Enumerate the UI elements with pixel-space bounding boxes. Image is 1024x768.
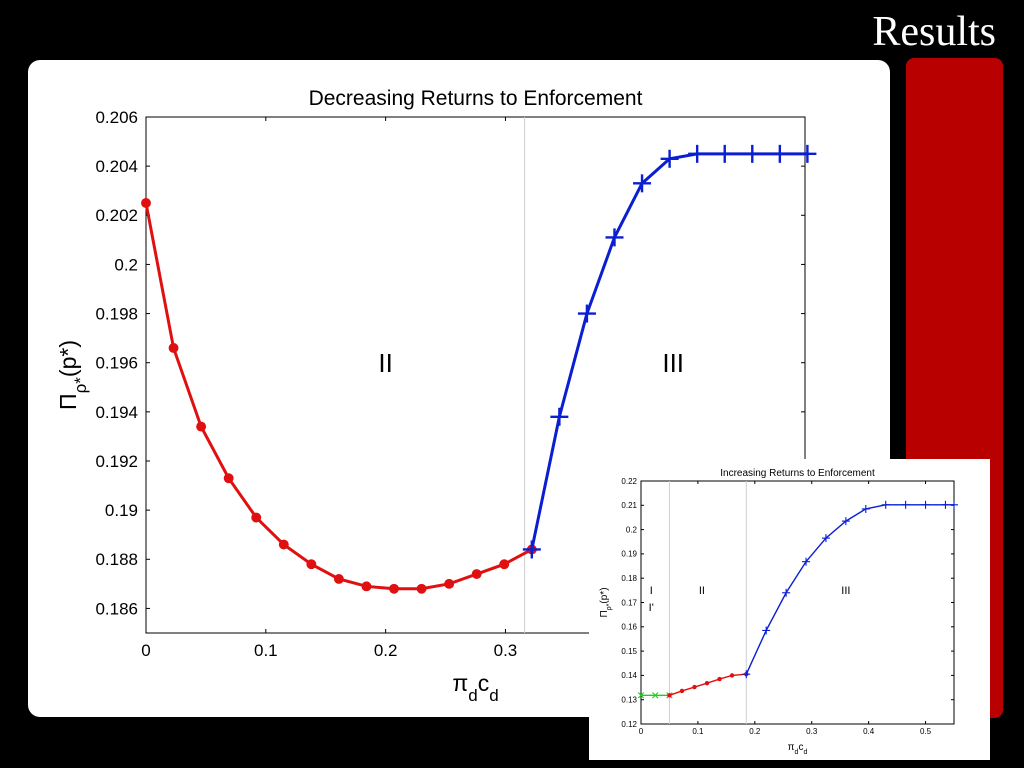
data-point [333, 573, 344, 584]
chart-title: Decreasing Returns to Enforcement [309, 87, 643, 110]
y-tick-label: 0.204 [95, 157, 138, 176]
data-point [416, 583, 427, 594]
x-axis-label: πdcd [452, 670, 498, 705]
y-tick-label: 0.198 [95, 305, 138, 324]
x-axis-label: πdcd [788, 742, 808, 756]
data-point [196, 421, 207, 432]
data-point [782, 588, 791, 597]
x-tick-label: 0 [639, 727, 644, 736]
data-point [715, 144, 734, 163]
region-label: I [650, 585, 653, 597]
data-point [660, 149, 679, 168]
data-point [667, 693, 672, 698]
data-point [802, 557, 811, 566]
plot-area-frame [145, 116, 806, 634]
region-label: I' [649, 602, 654, 614]
data-point [881, 500, 890, 509]
data-point [637, 692, 645, 699]
x-tick-label: 0.1 [254, 641, 278, 660]
data-point [729, 673, 735, 678]
data-point [471, 569, 482, 579]
y-tick-label: 0.16 [621, 623, 637, 632]
y-tick-label: 0.186 [95, 599, 138, 618]
y-tick-label: 0.194 [95, 403, 138, 422]
y-tick-label: 0.192 [95, 452, 138, 471]
x-tick-label: 0.3 [494, 641, 518, 660]
data-point [168, 343, 179, 353]
region-label: II [378, 348, 392, 378]
y-tick-label: 0.12 [621, 720, 637, 729]
data-point [389, 583, 399, 594]
data-point [679, 688, 685, 694]
y-axis-label: Πρ*(p*) [55, 340, 90, 410]
y-tick-label: 0.17 [621, 598, 637, 607]
y-tick-label: 0.14 [621, 671, 637, 680]
data-point [742, 670, 751, 679]
y-tick-label: 0.21 [621, 501, 637, 510]
data-point [762, 626, 771, 635]
data-point [444, 578, 455, 589]
x-tick-label: 0.4 [863, 727, 875, 736]
data-point [798, 144, 817, 163]
marker-stroke [637, 692, 645, 699]
y-tick-label: 0.18 [621, 574, 637, 583]
x-tick-label: 0.3 [806, 727, 818, 736]
data-point [522, 540, 541, 559]
data-point [743, 144, 762, 163]
data-point [550, 407, 569, 426]
data-point [901, 500, 910, 509]
data-point [821, 534, 830, 543]
data-point [861, 504, 870, 513]
y-tick-label: 0.19 [621, 550, 637, 559]
y-tick-label: 0.202 [95, 206, 138, 225]
data-point [688, 144, 707, 163]
data-point [306, 559, 317, 570]
y-tick-label: 0.22 [621, 477, 637, 486]
y-tick-label: 0.196 [95, 354, 138, 373]
data-point [652, 692, 659, 699]
data-point [941, 500, 950, 509]
data-point [223, 473, 234, 484]
y-axis-label: Πρ*(p*) [599, 587, 613, 617]
data-point [141, 198, 151, 208]
marker-stroke [652, 692, 659, 699]
x-tick-label: 0.2 [749, 727, 761, 736]
slide-title: Results [872, 9, 996, 55]
y-tick-label: 0.19 [105, 501, 138, 520]
data-point [921, 500, 930, 509]
chart-title: Increasing Returns to Enforcement [720, 468, 875, 479]
data-point [605, 228, 624, 247]
y-tick-label: 0.206 [95, 108, 138, 127]
data-point [251, 512, 262, 523]
data-point [499, 559, 510, 570]
y-tick-label: 0.2 [114, 255, 138, 274]
data-point [704, 680, 710, 686]
inset-chart-panel [589, 459, 990, 760]
x-tick-label: 0 [141, 641, 150, 660]
y-tick-label: 0.15 [621, 647, 637, 656]
data-point [717, 676, 722, 682]
x-tick-label: 0.5 [920, 727, 932, 736]
data-point [770, 144, 789, 163]
region-label: II [699, 585, 705, 597]
y-tick-label: 0.2 [626, 525, 638, 534]
data-point [692, 684, 697, 690]
data-point [950, 500, 958, 509]
data-point [361, 581, 372, 592]
data-point [278, 539, 289, 550]
data-point [633, 174, 652, 193]
x-tick-label: 0.1 [692, 727, 704, 736]
region-label: III [841, 585, 850, 597]
plot-area-frame [640, 480, 955, 725]
data-point [841, 517, 850, 526]
y-tick-label: 0.188 [95, 550, 138, 569]
x-tick-label: 0.2 [374, 641, 398, 660]
y-tick-label: 0.13 [621, 696, 637, 705]
data-point [577, 304, 596, 323]
region-label: III [662, 348, 684, 378]
